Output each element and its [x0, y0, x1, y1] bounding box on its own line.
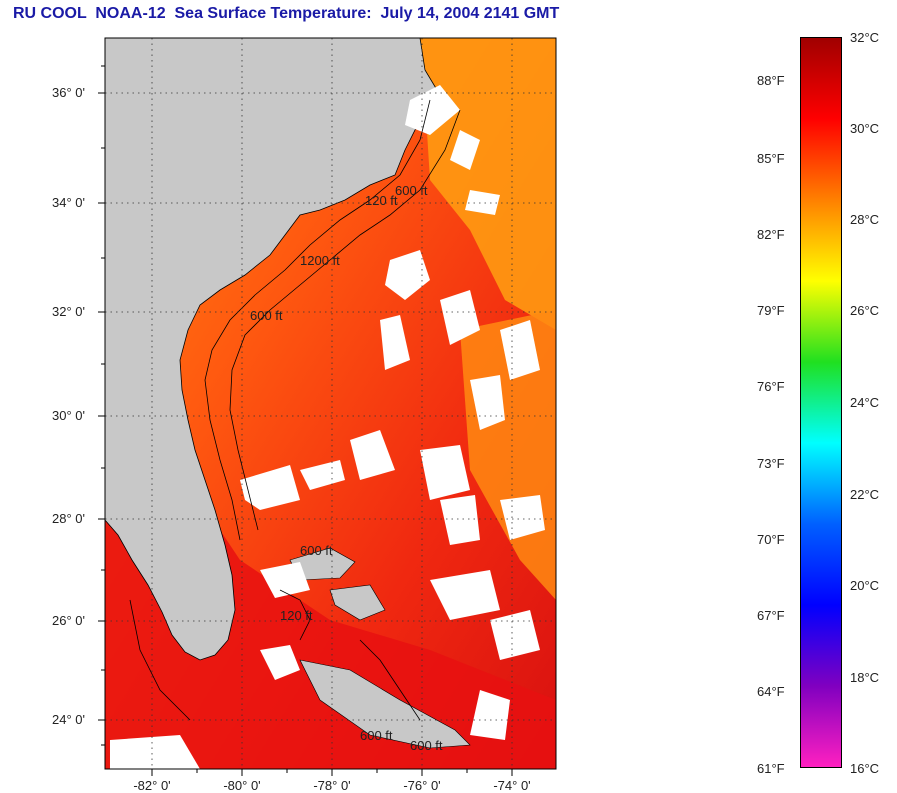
colorbar-c-label: 30°C: [850, 121, 880, 136]
lat-label: 28° 0': [52, 511, 85, 526]
colorbar-c-label: 24°C: [850, 395, 880, 410]
graticule: [105, 38, 556, 769]
colorbar-c-label: 28°C: [850, 212, 880, 227]
colorbar-c-label: 32°C: [850, 30, 880, 45]
contour-label: 600 ft: [300, 543, 333, 558]
colorbar-f-label: 79°F: [757, 303, 785, 318]
cuba-island: [299, 659, 471, 749]
lat-label: 26° 0': [52, 613, 85, 628]
contour-label: 1200 ft: [300, 253, 340, 268]
contour-label: 600 ft: [360, 728, 393, 743]
lon-label: -78° 0': [313, 778, 350, 793]
lon-label: -80° 0': [223, 778, 260, 793]
temperature-colorbar: [800, 37, 842, 768]
lat-label: 32° 0': [52, 304, 85, 319]
lon-label: -82° 0': [133, 778, 170, 793]
colorbar-f-label: 82°F: [757, 227, 785, 242]
colorbar-c-label: 16°C: [850, 761, 880, 776]
bahamas-island: [329, 584, 386, 621]
colorbar-f-label: 67°F: [757, 608, 785, 623]
colorbar-f-label: 76°F: [757, 379, 785, 394]
colorbar-c-label: 22°C: [850, 487, 880, 502]
contour-label: 600 ft: [395, 183, 428, 198]
contour-label: 600 ft: [250, 308, 283, 323]
colorbar-c-label: 26°C: [850, 303, 880, 318]
cloud-patches: [110, 85, 545, 769]
colorbar-c-label: 20°C: [850, 578, 880, 593]
colorbar-f-label: 64°F: [757, 684, 785, 699]
lon-label: -74° 0': [493, 778, 530, 793]
lat-label: 24° 0': [52, 712, 85, 727]
keys-island: [260, 645, 300, 680]
lon-label: -76° 0': [403, 778, 440, 793]
lat-label: 30° 0': [52, 408, 85, 423]
map-frame: [104, 37, 557, 770]
lat-label: 36° 0': [52, 85, 85, 100]
map-title: RU COOL NOAA-12 Sea Surface Temperature:…: [13, 5, 560, 22]
colorbar-f-label: 61°F: [757, 761, 785, 776]
bathymetry-contours: [129, 99, 461, 721]
contour-label: 600 ft: [410, 738, 443, 753]
axis-ticks: [98, 65, 513, 776]
contour-label: 120 ft: [365, 193, 398, 208]
colorbar-f-label: 88°F: [757, 73, 785, 88]
colorbar-c-label: 18°C: [850, 670, 880, 685]
colorbar-f-label: 73°F: [757, 456, 785, 471]
colorbar-f-label: 70°F: [757, 532, 785, 547]
colorbar-f-label: 85°F: [757, 151, 785, 166]
lat-label: 34° 0': [52, 195, 85, 210]
contour-label: 120 ft: [280, 608, 313, 623]
land-mass: [104, 37, 441, 661]
